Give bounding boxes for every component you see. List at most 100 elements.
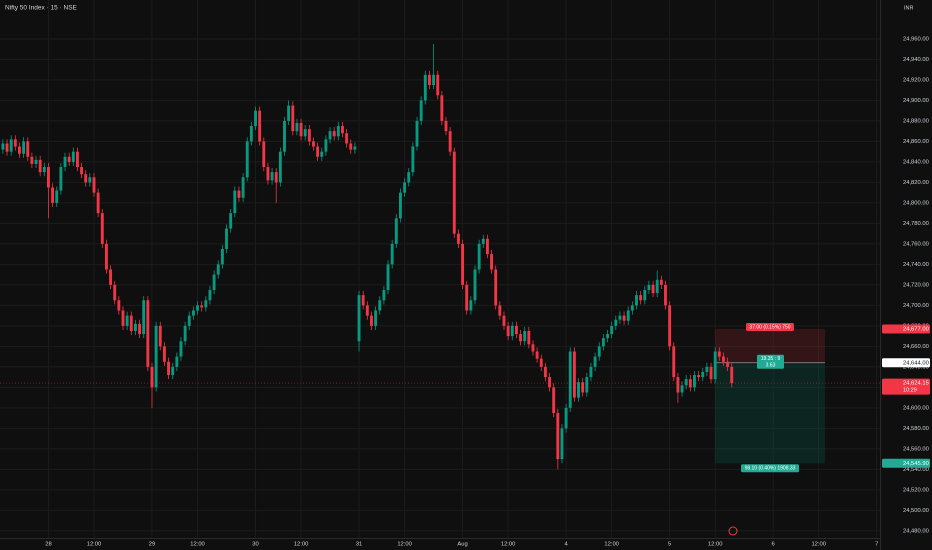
candle-body — [378, 300, 382, 311]
candle-body — [506, 325, 510, 337]
candle-body — [461, 243, 465, 285]
candle-body — [693, 375, 696, 388]
y-tick-label: 24,840.00 — [903, 159, 929, 165]
candle-body — [614, 319, 618, 326]
last-price-tag-box — [882, 378, 930, 395]
candle-body — [543, 366, 547, 378]
y-tick-label: 24,880.00 — [903, 118, 929, 124]
candle-body — [643, 290, 647, 301]
entry-price-tag-box — [882, 358, 930, 368]
y-tick-label: 24,940.00 — [903, 57, 929, 63]
candle-body — [676, 377, 680, 393]
candle-body — [67, 156, 71, 162]
x-tick-label: 6 — [772, 542, 775, 548]
y-tick-label: 24,660.00 — [903, 344, 929, 350]
candle-body — [432, 74, 436, 86]
y-tick-label: 24,540.00 — [903, 467, 929, 473]
candle-body — [577, 382, 580, 398]
x-tick-label: 30 — [252, 542, 258, 548]
candle-body — [556, 412, 560, 460]
candle-body — [427, 74, 431, 86]
candle-body — [225, 228, 228, 250]
candle-body — [191, 310, 195, 316]
candle-body — [581, 382, 585, 393]
candles — [1, 44, 734, 470]
candle-body — [254, 110, 257, 127]
y-tick-label: 24,920.00 — [903, 77, 929, 83]
candle-body — [100, 213, 104, 244]
x-tick-label: 12:00 — [604, 542, 619, 548]
candle-body — [568, 351, 572, 408]
candle-body — [655, 279, 659, 294]
candle-body — [220, 249, 224, 265]
candle-body — [208, 290, 212, 301]
currency-label: INR — [904, 5, 914, 11]
candle-body — [324, 139, 328, 152]
candle-body — [5, 143, 9, 152]
candle-body — [668, 305, 672, 347]
candle-body — [399, 192, 402, 219]
candle-body — [680, 385, 684, 393]
candle-body — [1, 143, 5, 150]
candle-body — [490, 254, 494, 270]
event-icon[interactable] — [728, 526, 738, 536]
x-tick-label: 12:00 — [190, 542, 205, 548]
candle-body — [245, 141, 249, 178]
candle-body — [601, 338, 605, 347]
candle-body — [622, 315, 626, 321]
candle-body — [336, 126, 340, 137]
candle-body — [150, 366, 154, 388]
y-tick-label: 24,520.00 — [903, 487, 929, 493]
position-tool[interactable]: 37.00 (0.15%) 750 98.10 (0.40%) 1908.33 19… — [715, 322, 825, 473]
candle-body — [473, 269, 477, 301]
candle-body — [125, 315, 129, 326]
candle-body — [539, 358, 543, 367]
candle-body — [133, 323, 137, 331]
candle-body — [456, 233, 460, 244]
candle-body — [146, 300, 150, 367]
candle-body — [75, 151, 79, 168]
candle-body — [38, 159, 42, 173]
candle-body — [349, 143, 353, 150]
candle-body — [312, 141, 315, 147]
y-tick-label: 24,860.00 — [903, 139, 929, 145]
candle-body — [22, 141, 26, 154]
candle-body — [593, 356, 597, 367]
candle-body — [154, 325, 158, 388]
candle-body — [63, 156, 67, 168]
candle-body — [374, 310, 378, 326]
candle-body — [241, 177, 245, 198]
candle-body — [589, 366, 593, 378]
candle-body — [502, 315, 506, 326]
candle-body — [18, 146, 21, 154]
x-tick-label: 4 — [564, 542, 568, 548]
candle-body — [477, 243, 481, 270]
candle-body — [514, 325, 518, 335]
candle-body — [423, 74, 427, 101]
candle-body — [548, 377, 551, 388]
candle-body — [13, 139, 17, 147]
candle-body — [332, 131, 336, 137]
candle-body — [535, 351, 539, 359]
x-tick-label: 31 — [356, 542, 362, 548]
x-tick-label: 12:00 — [294, 542, 309, 548]
candle-body — [196, 305, 199, 311]
candle-body — [34, 159, 38, 164]
candle-body — [51, 187, 55, 203]
candle-body — [403, 182, 407, 193]
candle-body — [722, 356, 725, 362]
candle-body — [121, 310, 125, 326]
y-tick-label: 24,740.00 — [903, 262, 929, 268]
candle-body — [411, 146, 415, 173]
candle-body — [278, 151, 282, 183]
candle-body — [175, 356, 179, 367]
candle-body — [618, 315, 622, 320]
candle-body — [142, 300, 146, 335]
candle-body — [452, 151, 456, 234]
candle-body — [498, 305, 502, 316]
candle-body — [299, 122, 303, 137]
stop-tag — [746, 322, 794, 331]
last-price-tag-countdown: 10:29 — [903, 388, 917, 394]
